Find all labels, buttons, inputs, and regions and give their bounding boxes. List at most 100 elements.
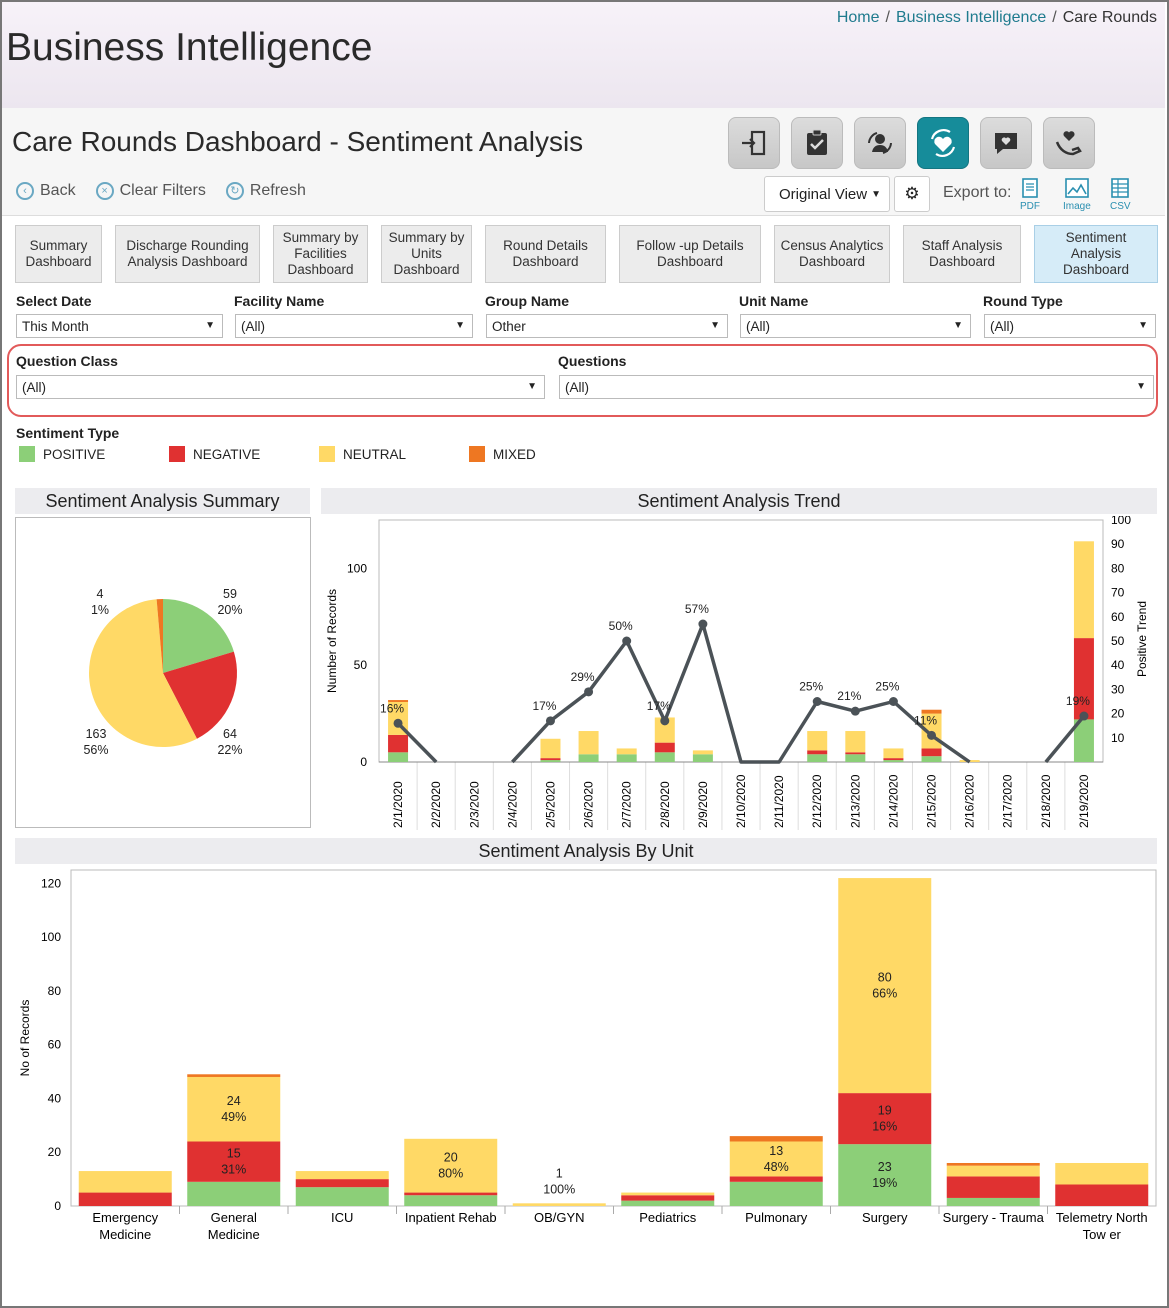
select-date-dropdown[interactable]: This Month ▼ (16, 314, 223, 338)
trend-bar-neutral[interactable] (654, 717, 675, 743)
unit-bar-positive[interactable] (404, 1195, 498, 1206)
refresh-button[interactable]: ↻ Refresh (225, 182, 306, 200)
unit-bar-positive[interactable] (729, 1181, 823, 1206)
tab-census-analytics[interactable]: Census Analytics Dashboard (774, 225, 890, 283)
trend-point[interactable] (888, 697, 898, 706)
unit-bar-mixed[interactable] (946, 1162, 1040, 1166)
trend-bar-positive[interactable] (578, 754, 599, 762)
unit-bar-negative[interactable] (838, 1093, 932, 1145)
question-class-dropdown[interactable]: (All) ▼ (16, 375, 545, 399)
trend-bar-positive[interactable] (807, 754, 828, 762)
facility-name-dropdown[interactable]: (All) ▼ (235, 314, 473, 338)
trend-bar-positive[interactable] (692, 754, 713, 762)
legend-neutral[interactable]: NEUTRAL (319, 446, 406, 462)
trend-point[interactable] (698, 619, 708, 629)
unit-bar-mixed[interactable] (187, 1074, 281, 1077)
unit-bar-negative[interactable] (621, 1195, 715, 1201)
unit-bar-positive[interactable] (187, 1181, 281, 1206)
unit-bar-positive[interactable] (838, 1144, 932, 1206)
trend-bar-neutral[interactable] (616, 748, 637, 755)
trend-point[interactable] (1079, 711, 1089, 721)
trend-bar-negative[interactable] (807, 750, 828, 755)
trend-bar-neutral[interactable] (883, 748, 904, 759)
hand-heart-icon[interactable] (1043, 117, 1095, 169)
trend-bar-positive[interactable] (654, 752, 675, 762)
unit-bar-positive[interactable] (621, 1200, 715, 1206)
trend-bar-positive[interactable] (388, 752, 409, 762)
pie-slice-negative[interactable] (163, 651, 237, 739)
unit-bar-neutral[interactable] (404, 1138, 498, 1193)
clear-filters-button[interactable]: × Clear Filters (95, 182, 206, 200)
trend-bar-mixed[interactable] (921, 709, 942, 714)
tab-staff-analysis[interactable]: Staff Analysis Dashboard (903, 225, 1021, 283)
tab-follow-up-details[interactable]: Follow -up Details Dashboard (619, 225, 761, 283)
trend-bar-neutral[interactable] (1073, 541, 1094, 639)
unit-bar-neutral[interactable] (512, 1203, 606, 1206)
trend-bar-positive[interactable] (1073, 719, 1094, 762)
pie-slice-mixed[interactable] (156, 599, 163, 673)
trend-point[interactable] (850, 706, 860, 716)
user-refresh-icon[interactable] (854, 117, 906, 169)
unit-bar-neutral[interactable] (729, 1141, 823, 1177)
heart-cycle-icon[interactable] (917, 117, 969, 169)
door-icon[interactable] (728, 117, 780, 169)
trend-bar-negative[interactable] (921, 748, 942, 757)
gear-icon[interactable]: ⚙ (894, 176, 930, 212)
breadcrumb-home-link[interactable]: Home (836, 9, 880, 26)
trend-bar-neutral[interactable] (845, 731, 866, 753)
trend-point[interactable] (545, 716, 555, 726)
legend-mixed[interactable]: MIXED (469, 446, 536, 462)
trend-bar-positive[interactable] (883, 760, 904, 762)
back-button[interactable]: ‹ Back (16, 182, 76, 200)
unit-bar-mixed[interactable] (729, 1136, 823, 1142)
unit-bar-negative[interactable] (729, 1176, 823, 1182)
unit-bar-neutral[interactable] (78, 1171, 172, 1193)
tab-sentiment-analysis[interactable]: Sentiment Analysis Dashboard (1034, 225, 1158, 283)
trend-bar-neutral[interactable] (692, 750, 713, 755)
export-image-button[interactable]: Image (1063, 178, 1091, 212)
trend-point[interactable] (927, 730, 937, 740)
trend-bar-neutral[interactable] (578, 731, 599, 755)
unit-bar-positive[interactable] (295, 1187, 389, 1206)
trend-point[interactable] (393, 718, 403, 728)
trend-bar-positive[interactable] (845, 754, 866, 762)
trend-point[interactable] (812, 697, 822, 706)
trend-bar-positive[interactable] (921, 756, 942, 762)
unit-bar-neutral[interactable] (838, 878, 932, 1094)
trend-bar-negative[interactable] (654, 742, 675, 753)
group-name-dropdown[interactable]: Other ▼ (486, 314, 728, 338)
legend-negative[interactable]: NEGATIVE (169, 446, 260, 462)
trend-bar-positive[interactable] (540, 760, 561, 762)
unit-bar-neutral[interactable] (295, 1171, 389, 1180)
unit-bar-neutral[interactable] (187, 1076, 281, 1142)
tab-discharge-rounding[interactable]: Discharge Rounding Analysis Dashboard (115, 225, 260, 283)
unit-bar-negative[interactable] (78, 1192, 172, 1206)
unit-bar-neutral[interactable] (946, 1165, 1040, 1177)
unit-bar-neutral[interactable] (1055, 1162, 1149, 1185)
trend-bar-negative[interactable] (540, 758, 561, 761)
tab-round-details[interactable]: Round Details Dashboard (485, 225, 606, 283)
view-select[interactable]: Original View ▼ (764, 176, 890, 212)
trend-bar-negative[interactable] (845, 752, 866, 755)
legend-positive[interactable]: POSITIVE (19, 446, 105, 462)
unit-bar-neutral[interactable] (621, 1192, 715, 1196)
unit-bar-negative[interactable] (404, 1192, 498, 1196)
pie-slice-neutral[interactable] (89, 599, 197, 747)
trend-point[interactable] (584, 687, 594, 697)
questions-dropdown[interactable]: (All) ▼ (559, 375, 1154, 399)
trend-bar-negative[interactable] (883, 758, 904, 761)
breadcrumb-bi-link[interactable]: Business Intelligence (895, 9, 1047, 26)
clipboard-check-icon[interactable] (791, 117, 843, 169)
unit-bar-negative[interactable] (1055, 1184, 1149, 1206)
unit-bar-negative[interactable] (187, 1141, 281, 1182)
export-pdf-button[interactable]: PDF (1020, 178, 1040, 212)
trend-bar-negative[interactable] (388, 734, 409, 753)
unit-bar-negative[interactable] (946, 1176, 1040, 1198)
unit-bar-negative[interactable] (295, 1179, 389, 1188)
trend-point[interactable] (622, 636, 632, 646)
trend-bar-mixed[interactable] (388, 700, 409, 702)
trend-bar-neutral[interactable] (807, 731, 828, 751)
tab-summary-facilities[interactable]: Summary by Facilities Dashboard (273, 225, 368, 283)
speech-heart-icon[interactable] (980, 117, 1032, 169)
unit-name-dropdown[interactable]: (All) ▼ (740, 314, 971, 338)
